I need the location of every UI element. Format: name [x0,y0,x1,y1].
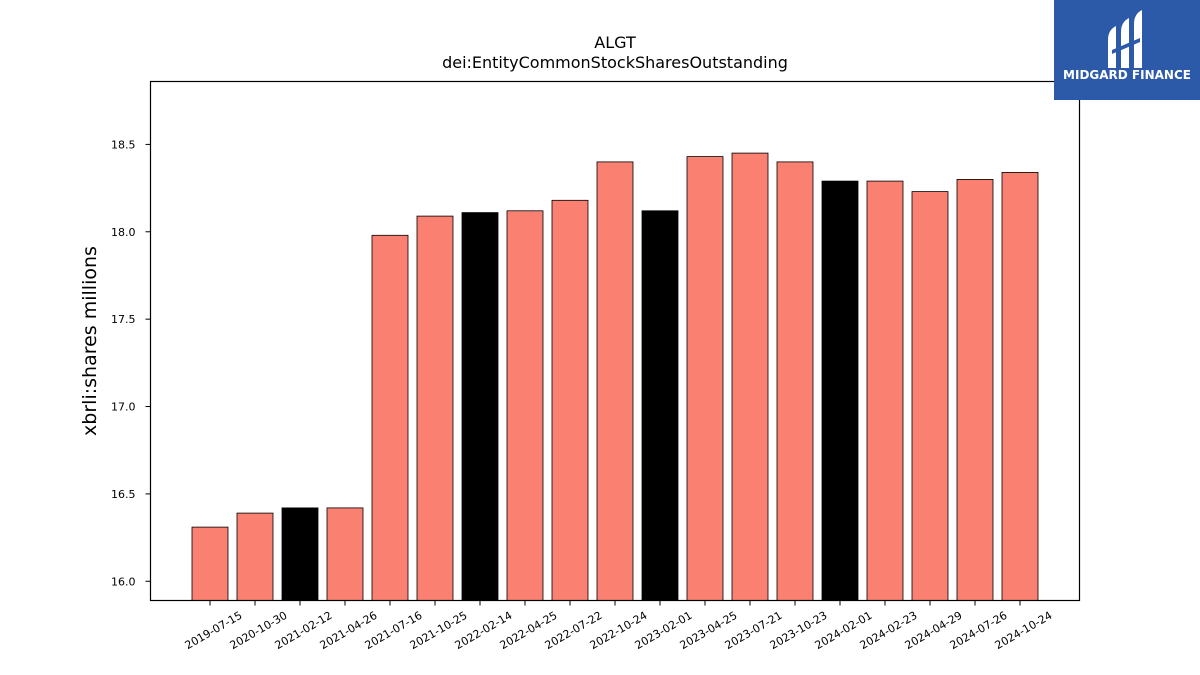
bars [191,152,1039,601]
bar-2024-02-01 [821,180,859,601]
bar-2021-04-26 [326,507,364,601]
bar-2023-10-23 [776,161,814,601]
chart-subtitle: dei:EntityCommonStockSharesOutstanding [442,53,788,72]
y-tick-label: 17.5 [111,313,136,326]
y-axis-label: xbrli:shares millions [79,246,101,436]
bar-2022-02-14 [461,212,499,601]
bar-2019-07-15 [191,526,229,601]
bar-2024-10-24 [1001,171,1039,601]
y-axis-ticks: 16.0 16.5 17.0 17.5 18.0 18.5 [111,138,151,588]
bar-2021-10-25 [416,215,454,601]
logo-text: MIDGARD FINANCE [1063,68,1191,82]
bar-2022-10-24 [596,161,634,601]
bar-2022-04-25 [506,210,544,601]
plot-frame [149,80,1081,602]
bar-2024-07-26 [956,178,994,601]
y-tick-label: 18.5 [111,138,136,151]
chart-title: ALGT [594,33,636,52]
bar-2021-02-12 [281,507,319,601]
bar-2024-04-29 [911,191,949,601]
x-axis-ticks: 2019-07-152020-10-302021-02-122021-04-26… [183,600,1055,652]
bar-2024-02-23 [866,180,904,601]
y-tick-label: 16.0 [111,575,136,588]
bar-2023-02-01 [641,210,679,601]
bar-2020-10-30 [236,512,274,601]
bar-2022-07-22 [551,199,589,601]
y-tick-label: 18.0 [111,226,136,239]
bar-2023-04-25 [686,156,724,601]
y-tick-label: 16.5 [111,488,136,501]
bar-2023-07-21 [731,152,769,601]
bar-2021-07-16 [371,234,409,601]
midgard-logo-icon [1108,10,1142,68]
y-tick-label: 17.0 [111,401,136,414]
midgard-finance-logo: MIDGARD FINANCE [1054,0,1200,100]
